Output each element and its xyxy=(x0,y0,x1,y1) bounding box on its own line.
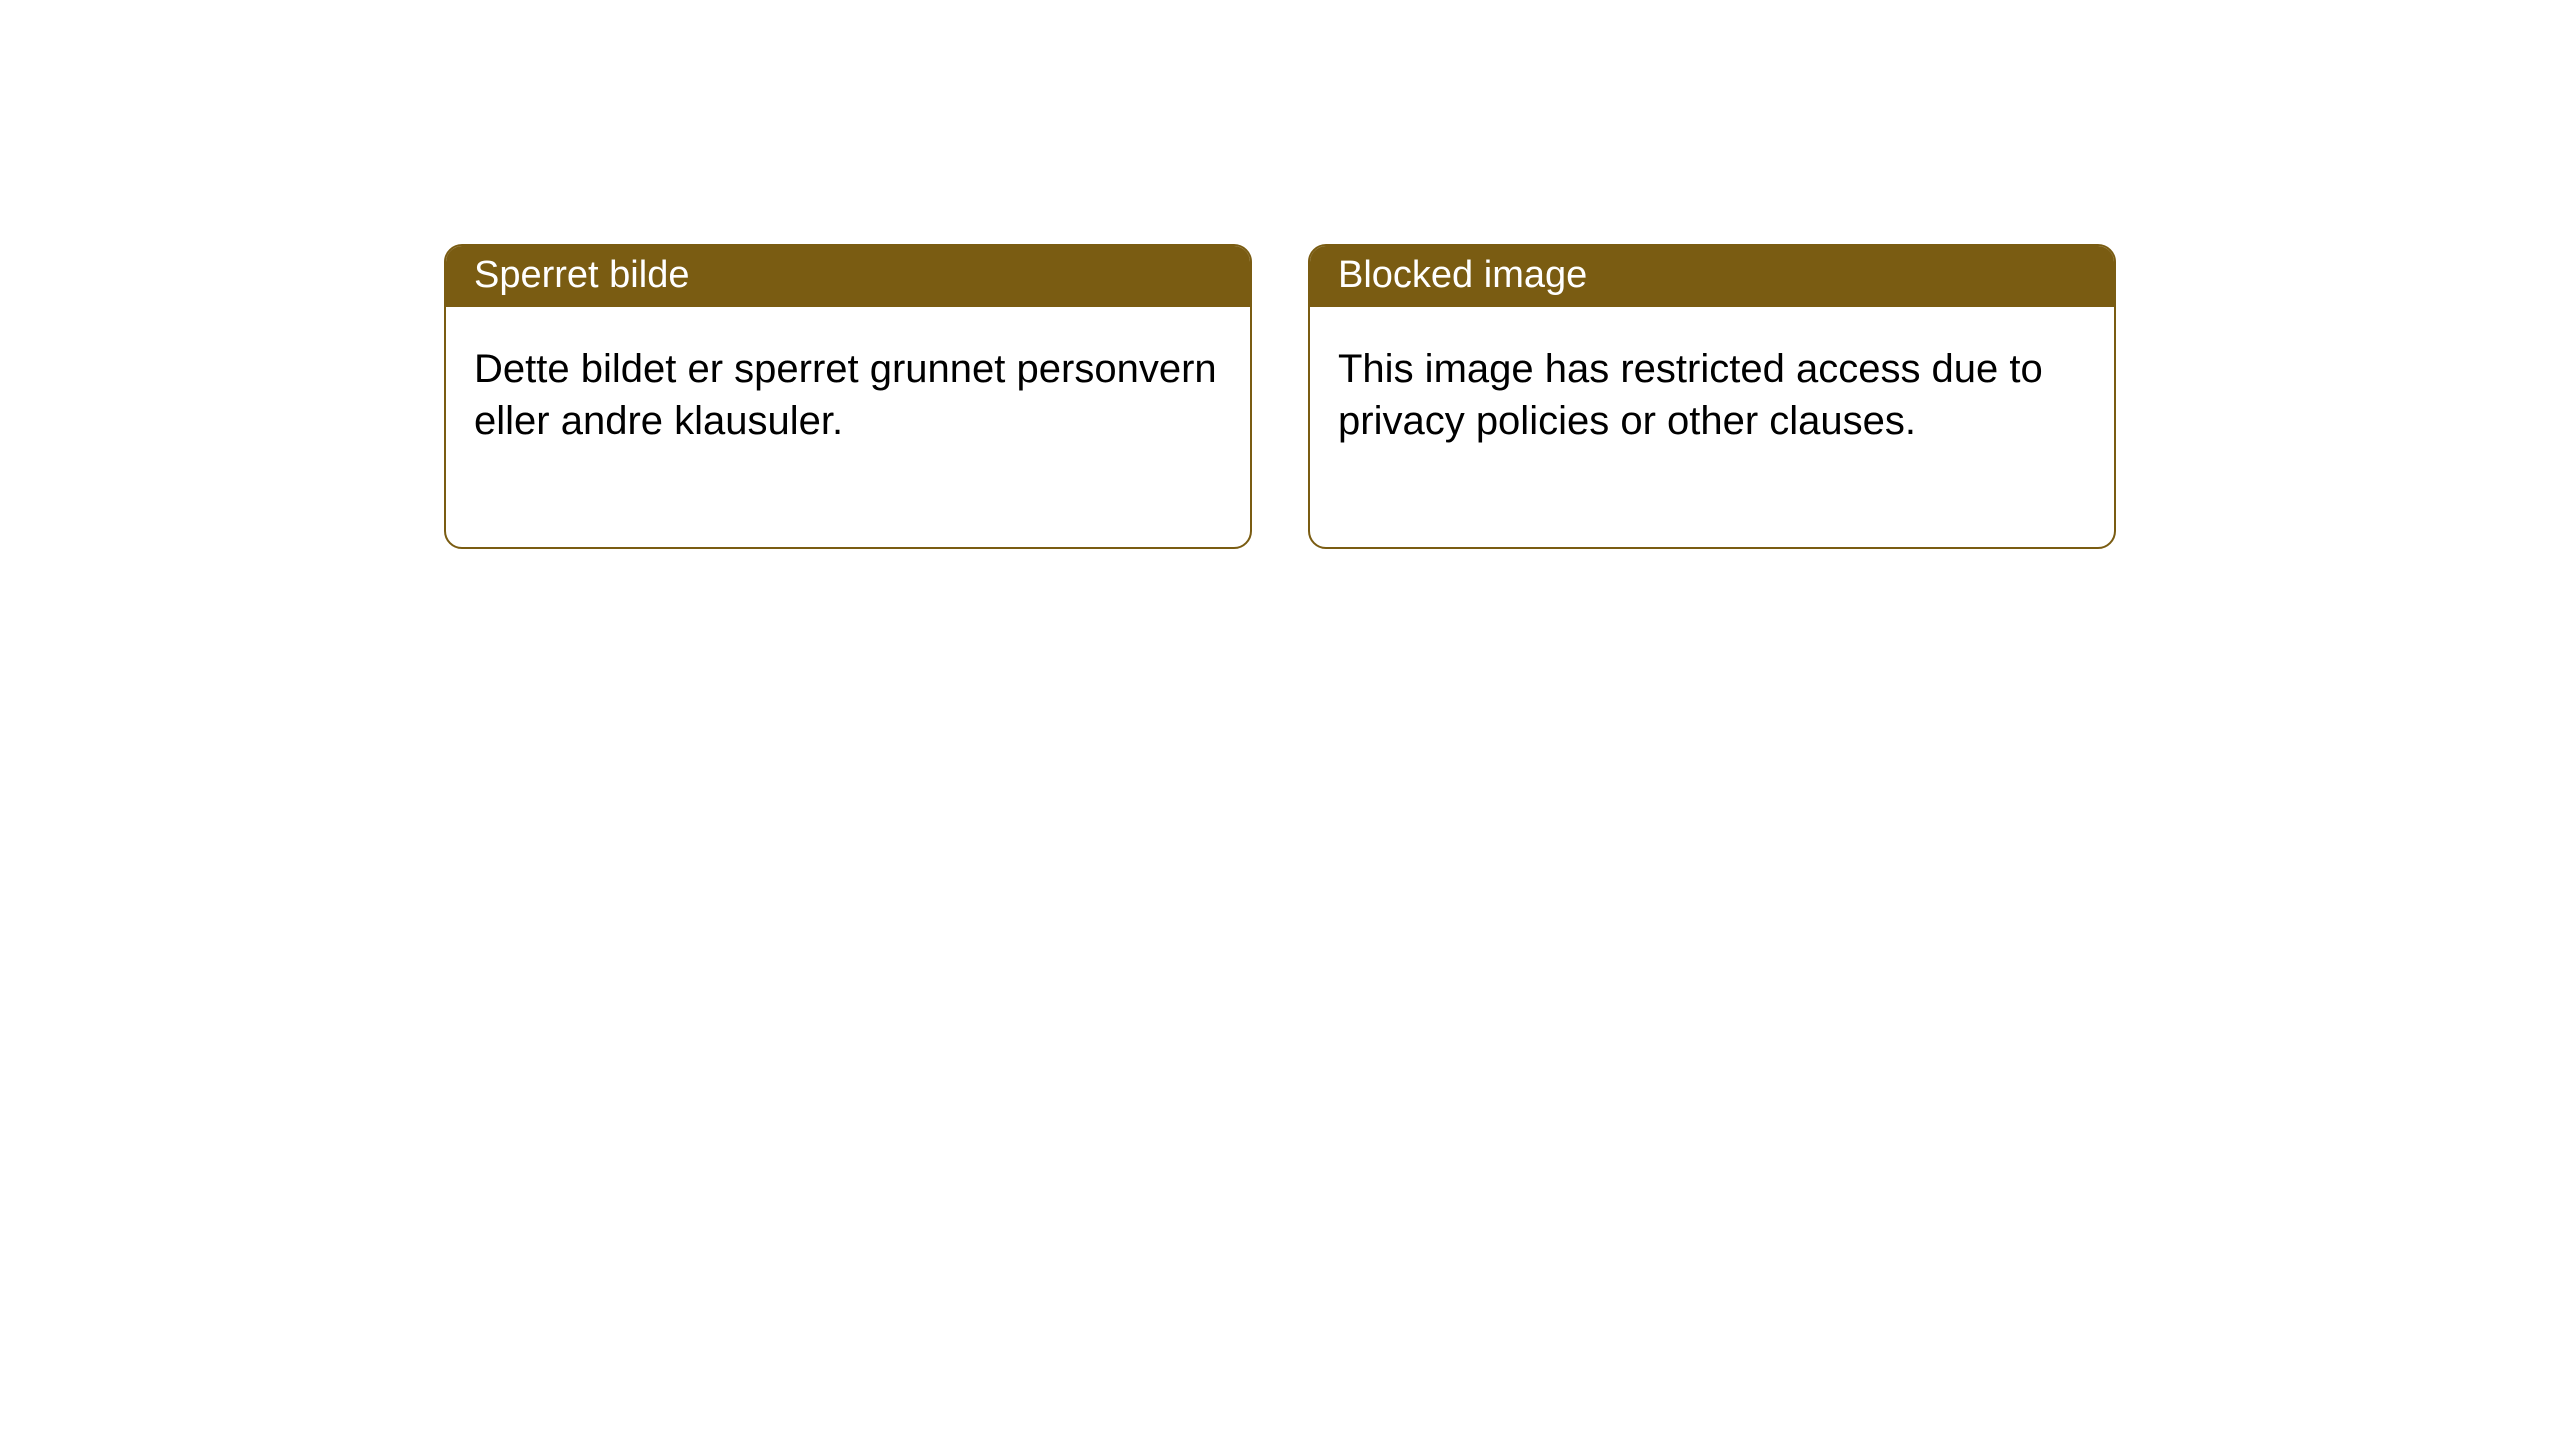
notice-body-text: Dette bildet er sperret grunnet personve… xyxy=(474,347,1217,443)
notice-title: Blocked image xyxy=(1338,254,1587,296)
notice-container: Sperret bilde Dette bildet er sperret gr… xyxy=(0,0,2560,549)
notice-header: Blocked image xyxy=(1310,246,2114,307)
notice-body: Dette bildet er sperret grunnet personve… xyxy=(446,307,1250,547)
notice-header: Sperret bilde xyxy=(446,246,1250,307)
notice-title: Sperret bilde xyxy=(474,254,689,296)
notice-body: This image has restricted access due to … xyxy=(1310,307,2114,547)
notice-box-english: Blocked image This image has restricted … xyxy=(1308,244,2116,549)
notice-box-norwegian: Sperret bilde Dette bildet er sperret gr… xyxy=(444,244,1252,549)
notice-body-text: This image has restricted access due to … xyxy=(1338,347,2043,443)
